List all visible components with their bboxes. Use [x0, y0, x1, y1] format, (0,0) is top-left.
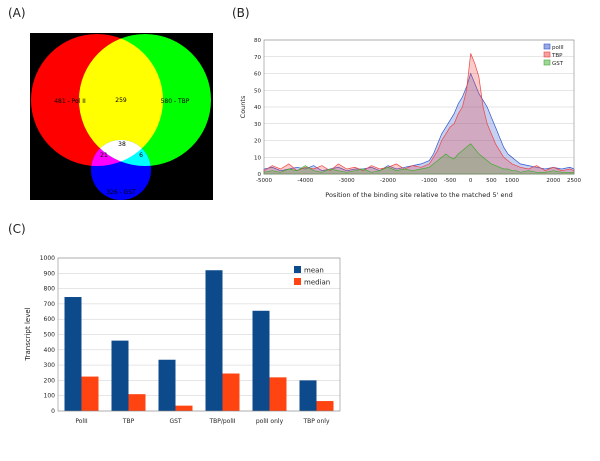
area-x-tick-label: 1000	[505, 178, 519, 184]
bar-x-ticks: PolII TBP GST TBP/polII polII only TBP only	[75, 418, 330, 425]
bar-mean	[64, 297, 82, 411]
area-y-tick-label: 0	[258, 172, 262, 178]
bar-y-tick-label: 600	[44, 316, 56, 323]
area-x-tick-label: 2000	[546, 178, 560, 184]
area-ylabel: Counts	[239, 95, 247, 118]
venn-polii-tbp-region	[79, 34, 163, 166]
area-legend-label: polII	[552, 45, 564, 51]
bar-y-tick-label: 800	[44, 286, 56, 293]
bar-legend-swatch	[294, 266, 301, 273]
bar-median	[269, 377, 287, 411]
bar-y-ticks: 0 100 200 300 400 500 600 700 800 900 1000	[40, 255, 55, 415]
area-series-tbp	[263, 53, 575, 175]
panel-label-a: (A)	[8, 6, 26, 20]
bar-x-tick-label: polII only	[256, 418, 284, 425]
bar-median	[222, 373, 240, 411]
bar-y-tick-label: 900	[44, 270, 56, 277]
bar-legend-label: mean	[304, 267, 324, 275]
bar-x-tick-label: TBP	[122, 418, 135, 425]
area-y-tick-label: 30	[254, 122, 261, 128]
panel-label-c: (C)	[8, 222, 26, 236]
bar-mean	[299, 380, 317, 411]
area-legend: polII TBP GST	[543, 43, 564, 67]
area-y-tick-label: 40	[254, 105, 261, 111]
area-series-polii	[263, 72, 575, 175]
bar-marks	[64, 270, 334, 411]
bar-mean	[252, 310, 270, 411]
bar-y-tick-label: 100	[44, 393, 56, 400]
area-legend-label: GST	[552, 61, 564, 67]
area-legend-label: TBP	[551, 53, 563, 59]
area-legend-swatch	[543, 59, 551, 66]
bar-median	[316, 401, 334, 411]
bar-y-tick-label: 0	[51, 408, 55, 415]
area-x-tick-label: -2000	[380, 178, 396, 184]
area-xlabel: Position of the binding site relative to…	[325, 191, 512, 199]
area-y-tick-label: 70	[254, 55, 261, 61]
panel-label-b: (B)	[232, 6, 250, 20]
bar-median	[128, 394, 146, 411]
bar-y-tick-label: 700	[44, 301, 56, 308]
area-x-ticks: -5000 -4000 -3000 -2000 -1000 -500 0 500 1000 200…	[256, 178, 581, 184]
bar-y-tick-label: 1000	[40, 255, 55, 262]
area-legend-swatch	[543, 43, 551, 50]
bar-y-tick-label: 200	[44, 377, 56, 384]
area-legend-swatch	[543, 51, 551, 58]
venn-label-tbp-gst: 6	[139, 152, 143, 159]
bar-legend-swatch	[294, 278, 301, 285]
bar-legend: mean median	[294, 266, 330, 287]
bar-x-tick-label: PolII	[75, 418, 88, 425]
venn-label-polii-gst: 21	[100, 152, 108, 159]
bar-median	[175, 405, 193, 411]
area-x-tick-label: 0	[469, 178, 473, 184]
bar-x-tick-label: TBP only	[303, 418, 330, 425]
bar-mean	[158, 359, 176, 411]
venn-label-all: 38	[118, 141, 126, 148]
bar-x-tick-label: GST	[169, 418, 181, 425]
area-y-ticks: 0 10 20 30 40 50 60 70 80	[254, 38, 262, 178]
area-x-tick-label: -1000	[421, 178, 437, 184]
bar-median	[81, 376, 99, 411]
bar-ylabel: Transcript level	[24, 307, 32, 361]
bar-mean	[111, 340, 129, 411]
area-x-tick-label: -500	[444, 178, 457, 184]
bar-y-tick-label: 300	[44, 362, 56, 369]
area-y-tick-label: 10	[254, 155, 261, 161]
area-series-gst	[263, 143, 575, 175]
venn-label-polii-tbp: 259	[115, 97, 127, 104]
area-y-tick-label: 80	[254, 38, 261, 44]
area-plot-frame	[263, 39, 575, 175]
area-x-tick-label: 2500	[567, 178, 581, 184]
bar-y-tick-label: 500	[44, 332, 56, 339]
area-series-layer	[263, 53, 575, 175]
venn-label-gst: 326 - GST	[106, 189, 136, 196]
venn-label-tbp: 580 - TBP	[161, 98, 190, 105]
area-x-tick-label: 500	[486, 178, 497, 184]
area-y-tick-label: 60	[254, 72, 261, 78]
area-x-tick-label: -3000	[339, 178, 355, 184]
bar-plot-frame	[57, 257, 341, 412]
area-x-tick-label: -4000	[297, 178, 313, 184]
area-x-tick-label: -5000	[256, 178, 272, 184]
area-y-tick-label: 50	[254, 88, 261, 94]
area-y-tick-label: 20	[254, 139, 261, 145]
bar-mean	[205, 270, 223, 411]
bar-y-tick-label: 400	[44, 347, 56, 354]
venn-label-polii: 481 - Pol II	[54, 98, 86, 105]
bar-legend-label: median	[304, 279, 330, 287]
bar-x-tick-label: TBP/polII	[208, 418, 235, 425]
